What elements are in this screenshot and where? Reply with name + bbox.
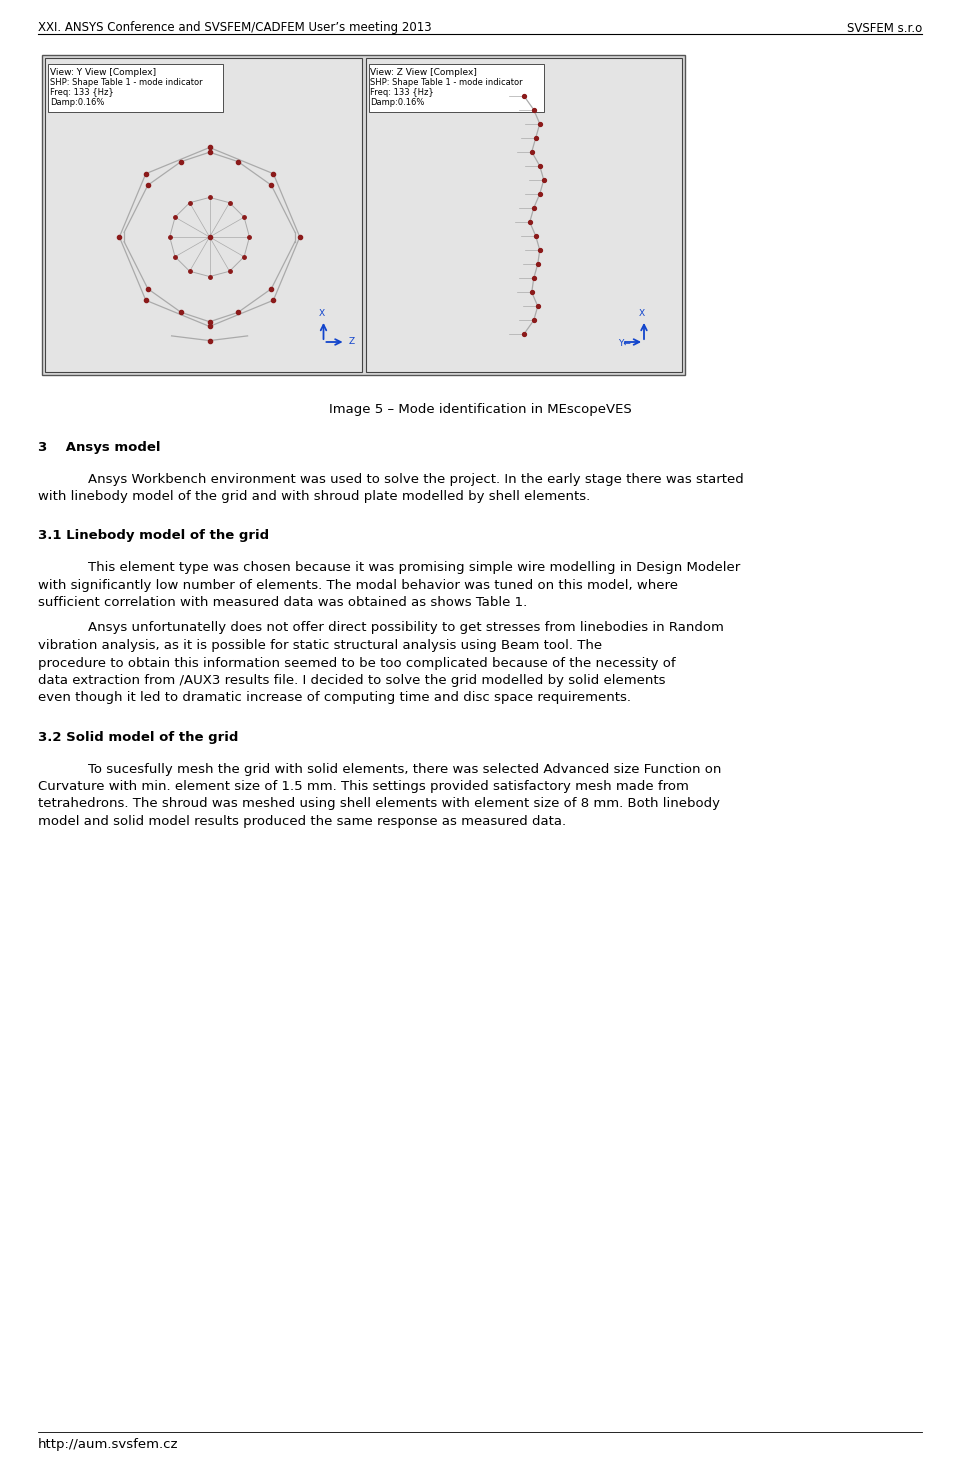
Bar (42, 54, 685, 376)
Text: To sucesfully mesh the grid with solid elements, there was selected Advanced siz: To sucesfully mesh the grid with solid e… (88, 763, 721, 776)
Text: Ansys unfortunatelly does not offer direct possibility to get stresses from line: Ansys unfortunatelly does not offer dire… (88, 622, 724, 635)
Text: Y←: Y← (618, 339, 631, 348)
Text: 3.2 Solid model of the grid: 3.2 Solid model of the grid (38, 731, 238, 744)
Text: X: X (639, 310, 645, 318)
Text: Freq: 133 {Hz}: Freq: 133 {Hz} (371, 88, 434, 97)
Text: XXI. ANSYS Conference and SVSFEM/CADFEM User’s meeting 2013: XXI. ANSYS Conference and SVSFEM/CADFEM … (38, 22, 432, 35)
Text: Freq: 133 {Hz}: Freq: 133 {Hz} (50, 88, 113, 97)
Text: View: Y View [Complex]: View: Y View [Complex] (50, 67, 156, 76)
Text: Damp:0.16%: Damp:0.16% (371, 98, 425, 107)
Text: Z: Z (348, 337, 354, 346)
Text: SVSFEM s.r.o: SVSFEM s.r.o (847, 22, 922, 35)
Text: Image 5 – Mode identification in MEscopeVES: Image 5 – Mode identification in MEscope… (328, 403, 632, 417)
Text: tetrahedrons. The shroud was meshed using shell elements with element size of 8 : tetrahedrons. The shroud was meshed usin… (38, 798, 720, 810)
Bar (45, 59, 362, 373)
Text: Ansys Workbench environment was used to solve the project. In the early stage th: Ansys Workbench environment was used to … (88, 472, 744, 486)
Text: Curvature with min. element size of 1.5 mm. This settings provided satisfactory : Curvature with min. element size of 1.5 … (38, 780, 689, 794)
Text: vibration analysis, as it is possible for static structural analysis using Beam : vibration analysis, as it is possible fo… (38, 640, 602, 651)
Text: View: Z View [Complex]: View: Z View [Complex] (371, 67, 477, 76)
Text: with linebody model of the grid and with shroud plate modelled by shell elements: with linebody model of the grid and with… (38, 490, 590, 503)
Text: 3    Ansys model: 3 Ansys model (38, 442, 160, 453)
Text: Damp:0.16%: Damp:0.16% (50, 98, 105, 107)
Text: 3.1 Linebody model of the grid: 3.1 Linebody model of the grid (38, 530, 269, 543)
Text: sufficient correlation with measured data was obtained as shows Table 1.: sufficient correlation with measured dat… (38, 596, 527, 609)
Bar (48, 65, 223, 111)
Text: with significantly low number of elements. The modal behavior was tuned on this : with significantly low number of element… (38, 578, 678, 591)
Text: SHP: Shape Table 1 - mode indicator: SHP: Shape Table 1 - mode indicator (50, 78, 203, 87)
Bar (369, 65, 543, 111)
Bar (366, 59, 682, 373)
Text: X: X (319, 310, 324, 318)
Text: model and solid model results produced the same response as measured data.: model and solid model results produced t… (38, 816, 566, 827)
Text: SHP: Shape Table 1 - mode indicator: SHP: Shape Table 1 - mode indicator (371, 78, 523, 87)
Text: data extraction from /AUX3 results file. I decided to solve the grid modelled by: data extraction from /AUX3 results file.… (38, 673, 665, 687)
Text: http://aum.svsfem.cz: http://aum.svsfem.cz (38, 1438, 179, 1451)
Text: procedure to obtain this information seemed to be too complicated because of the: procedure to obtain this information see… (38, 657, 676, 669)
Text: even though it led to dramatic increase of computing time and disc space require: even though it led to dramatic increase … (38, 691, 631, 704)
Text: This element type was chosen because it was promising simple wire modelling in D: This element type was chosen because it … (88, 560, 740, 574)
